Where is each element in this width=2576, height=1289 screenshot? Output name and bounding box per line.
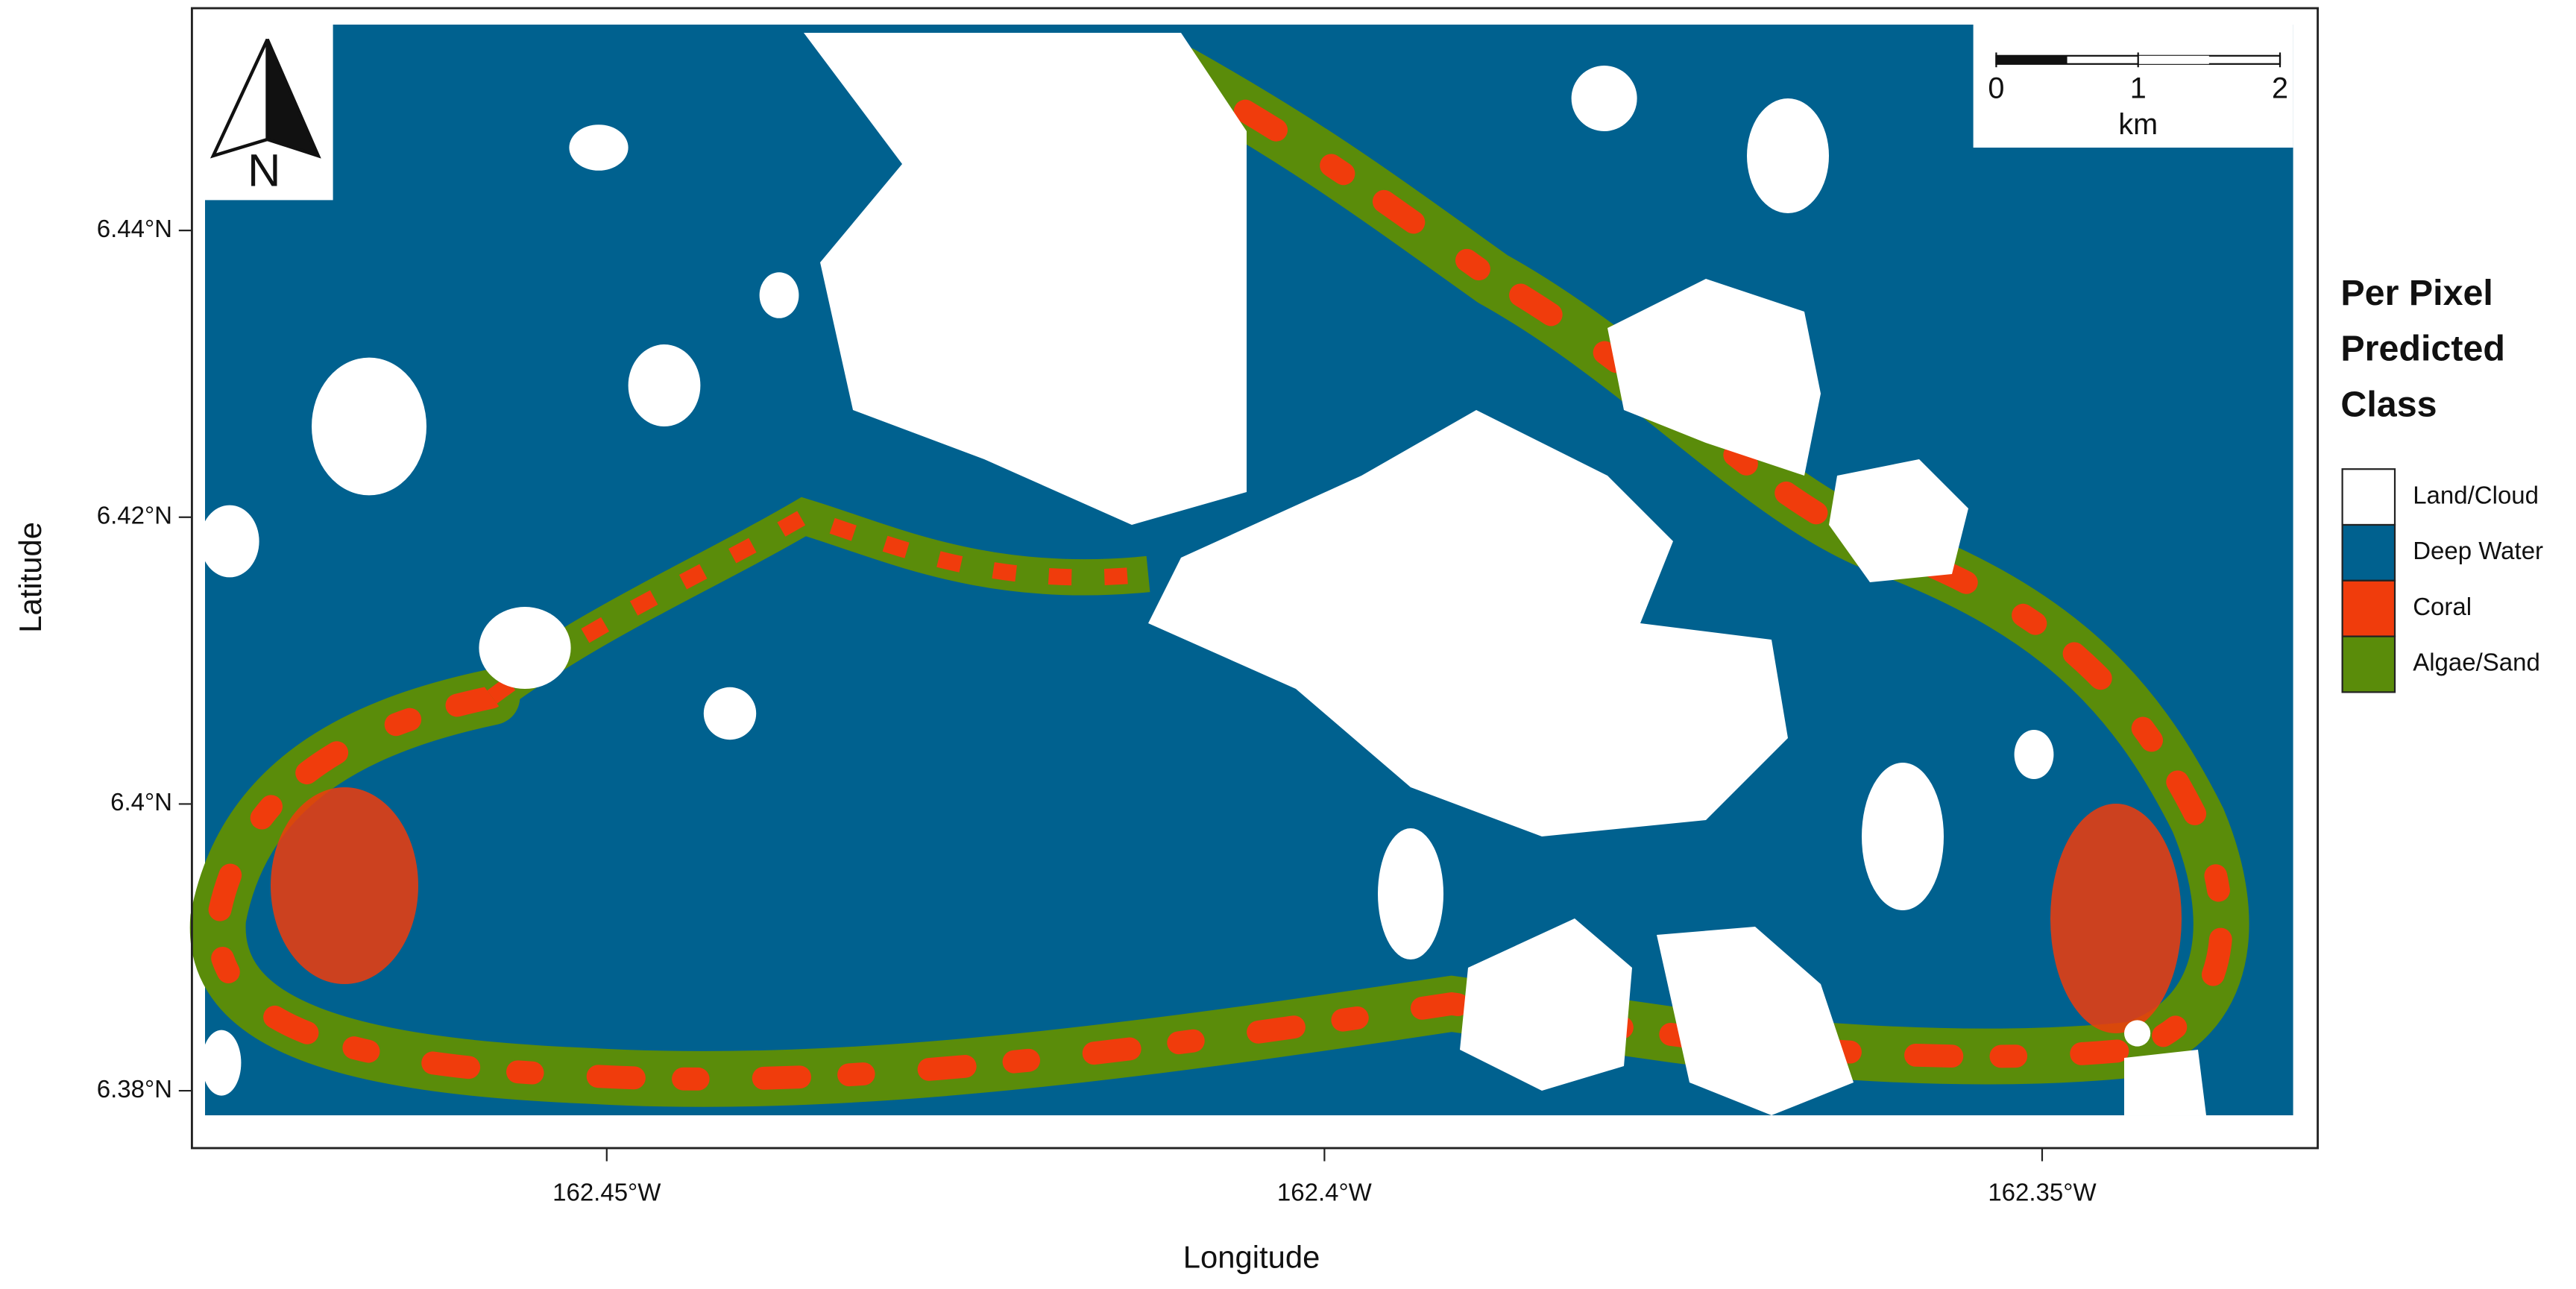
y-axis-label: Latitude — [13, 522, 48, 633]
scale-bar-segment — [1996, 55, 2068, 64]
y-tick-label: 6.42°N — [97, 501, 172, 529]
legend-title: Predicted — [2340, 329, 2505, 369]
legend-swatch — [2341, 579, 2396, 637]
y-tick-label: 6.38°N — [97, 1075, 172, 1103]
legend-label: Land/Cloud — [2413, 481, 2539, 508]
map-frame — [190, 7, 2320, 1150]
legend-title: Per Pixel — [2340, 273, 2492, 313]
reef-coral-north — [487, 508, 1150, 704]
x-tick-label: 162.4°W — [1277, 1178, 1373, 1206]
scale-bar-label: 1 — [2130, 72, 2147, 104]
scale-bar-label: 2 — [2272, 72, 2288, 104]
legend-swatch — [2341, 523, 2396, 582]
scale-bar-unit: km — [2118, 108, 2158, 141]
legend-swatch — [2341, 635, 2396, 693]
x-axis-label: Longitude — [1183, 1240, 1320, 1275]
scale-bar-segment — [2138, 55, 2209, 64]
y-tick-label: 6.4°N — [110, 788, 172, 816]
x-tick-label: 162.35°W — [1988, 1178, 2097, 1206]
legend-swatch — [2341, 468, 2396, 526]
north-arrow: N — [210, 38, 321, 196]
north-label: N — [248, 145, 280, 196]
legend-label: Algae/Sand — [2413, 649, 2540, 676]
scale-bar-label: 0 — [1988, 72, 2004, 104]
land-cloud — [200, 25, 2293, 1116]
legend-label: Deep Water — [2413, 537, 2543, 564]
north-arrow-right — [265, 38, 321, 159]
coral-patch — [2050, 804, 2182, 1034]
y-tick-label: 6.44°N — [97, 215, 172, 242]
coral-patch — [271, 787, 419, 985]
legend-title: Class — [2340, 384, 2437, 424]
x-tick-label: 162.45°W — [552, 1178, 661, 1206]
classified-map — [189, 25, 2293, 1116]
legend-label: Coral — [2413, 593, 2472, 620]
